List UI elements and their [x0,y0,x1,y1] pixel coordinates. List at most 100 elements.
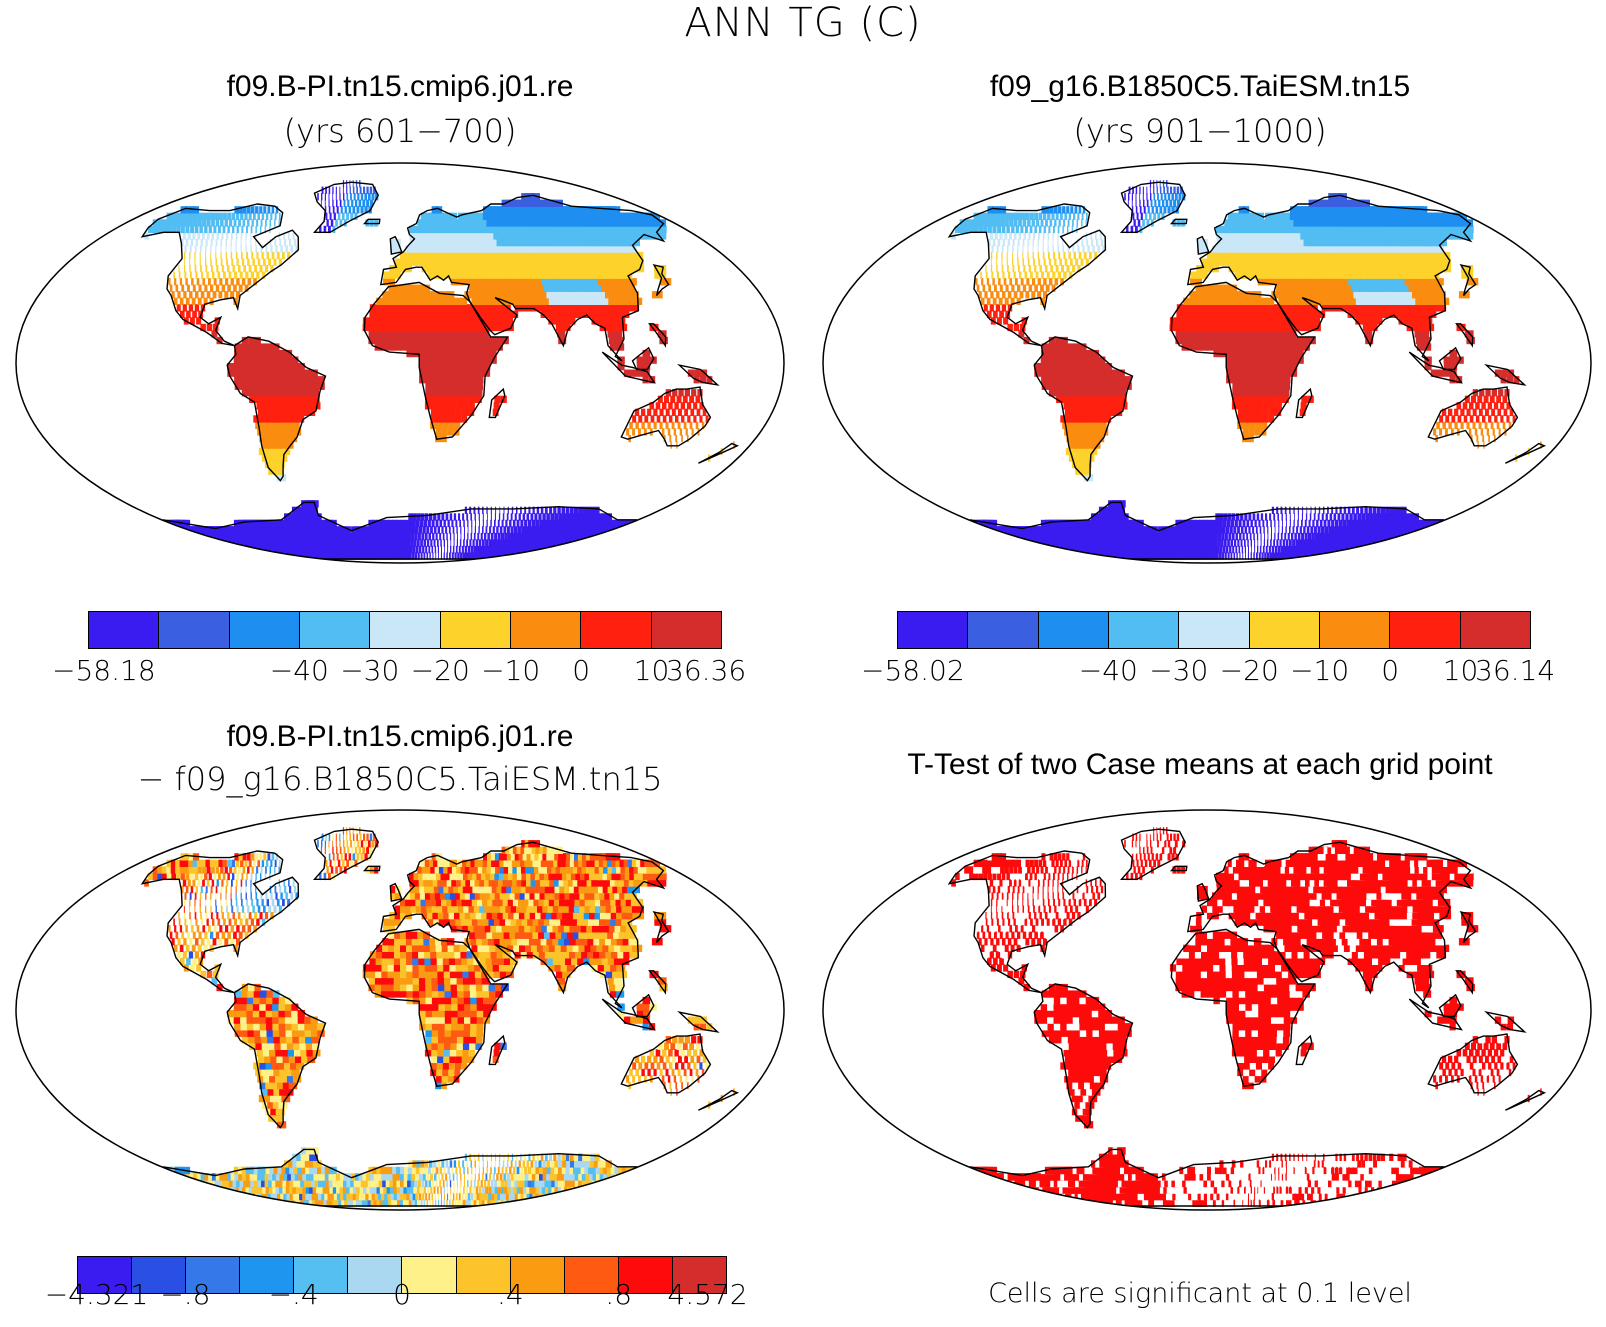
panel1-subtitle: (yrs 601−700) [283,112,517,150]
panel2-colorbar [897,611,1531,649]
colorbar-segment [1249,612,1320,648]
coastline-samerica [226,336,327,482]
colorbar-segment [581,612,652,648]
coastline-nz [698,1089,740,1111]
colorbar-segment [651,612,721,648]
panel1-colorbar-labels: −58.18 −40 −30 −20 −10 0 10 36.36 [52,654,746,690]
coastline-africa [363,281,509,440]
panel3-colorbar-labels: −4.321 −.8 −.4 0 .4 .8 4.572 [45,1278,748,1314]
colorbar-tick-label: −4.321 [44,1278,149,1311]
panel2-colorbar-labels: −58.02 −40 −30 −20 −10 0 10 36.14 [861,654,1555,690]
panel1-map [15,162,785,564]
colorbar-segment [299,612,371,648]
colorbar-tick-label: −30 [340,654,400,687]
colorbar-tick-label: .8 [605,1278,633,1311]
coastline-australia [1427,1033,1519,1094]
coastline-australia [620,386,712,447]
coastline-madagascar [1295,387,1313,419]
coastline-eurasia [1186,194,1473,362]
map-border [15,809,785,1211]
coastline-png [677,1011,720,1033]
coastline-png [677,364,720,386]
coastline-samerica [226,983,327,1129]
coastline-png [1484,364,1527,386]
colorbar-segment [618,1257,673,1293]
colorbar-tick-label: −20 [410,654,470,687]
coastline-indonesia [601,998,656,1031]
panel3-map [15,809,785,1211]
coastline-japan [1459,910,1477,943]
colorbar-segment [1390,612,1461,648]
colorbar-tick-label: 36.14 [1475,654,1556,687]
coastline-iceland [1169,218,1188,225]
coastline-japan [1459,263,1477,296]
coastline-africa [1170,928,1316,1087]
panel1-colorbar [88,611,722,649]
colorbar-tick-label: .4 [496,1278,524,1311]
coastline-samerica [1033,336,1134,482]
coastline-madagascar [488,387,506,419]
coastline-indonesia [601,351,656,384]
panel3-title: f09.B-PI.tn15.cmip6.j01.re [226,720,574,753]
colorbar-tick-label: −.8 [160,1278,211,1311]
coastline-greenland [312,181,379,233]
map-border [15,162,785,564]
colorbar-segment [348,1257,403,1293]
coastline-namerica [947,203,1107,347]
coastline-australia [620,1033,712,1094]
colorbar-segment [294,1257,349,1293]
colorbar-segment [78,1257,133,1293]
coastline-philippines [1455,323,1474,348]
colorbar-segment [1179,612,1250,648]
coastline-greatbritain [1196,882,1210,902]
colorbar-segment [510,612,582,648]
coastline-philippines [648,323,667,348]
colorbar-tick-label: −58.02 [861,654,965,687]
colorbar-segment [132,1257,187,1293]
colorbar-segment [456,1257,511,1293]
colorbar-tick-label: 0 [393,1278,411,1311]
colorbar-segment [229,612,300,648]
coastline-eurasia [379,194,666,362]
colorbar-segment [672,1257,726,1293]
panel1-title: f09.B-PI.tn15.cmip6.j01.re [226,70,574,103]
colorbar-segment [370,612,441,648]
panel3-colorbar [77,1256,727,1294]
coastline-eurasia [379,841,666,1009]
coastline-indonesia [1408,351,1463,384]
coastline-namerica [140,850,300,994]
colorbar-tick-label: 4.572 [667,1278,748,1311]
colorbar-segment [564,1257,619,1293]
coastline-borneo [1438,993,1462,1018]
colorbar-tick-label: −10 [481,654,541,687]
coastline-samerica [1033,983,1134,1129]
colorbar-segment [898,612,969,648]
coastline-eurasia [1186,841,1473,1009]
coastline-africa [1170,281,1316,440]
coastline-iceland [1169,865,1188,872]
colorbar-segment [440,612,511,648]
panel4-map [822,809,1592,1211]
colorbar-segment [159,612,230,648]
colorbar-segment [240,1257,295,1293]
coastline-greatbritain [389,235,403,255]
panel2-subtitle: (yrs 901−1000) [1073,112,1327,150]
coastline-namerica [140,203,300,347]
coastline-png [1484,1011,1527,1033]
main-title: ANN TG (C) [684,0,922,46]
coastline-japan [652,263,670,296]
colorbar-segment [1108,612,1180,648]
colorbar-segment [1319,612,1391,648]
colorbar-tick-label: 0 [1381,654,1400,687]
colorbar-tick-label: −40 [269,654,329,687]
coastline-nz [698,442,740,464]
colorbar-tick-label: 10 [633,654,670,687]
colorbar-segment [186,1257,241,1293]
colorbar-tick-label: −40 [1078,654,1138,687]
coastline-greenland [1119,828,1186,880]
panel4-title: T-Test of two Case means at each grid po… [907,748,1493,781]
coastline-iceland [362,865,381,872]
coastline-philippines [1455,970,1474,995]
map-border [822,162,1592,564]
colorbar-tick-label: 0 [572,654,591,687]
